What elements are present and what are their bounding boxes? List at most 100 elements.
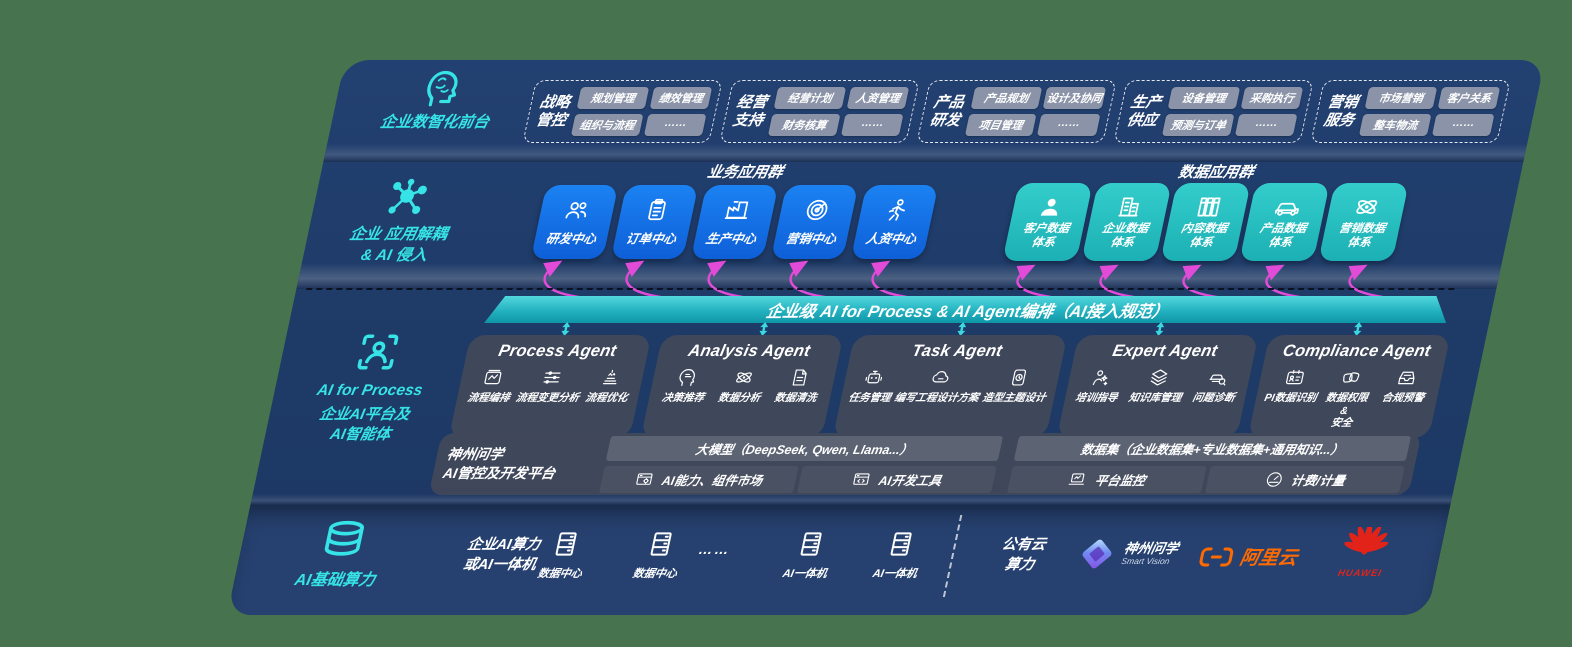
- platform-half-models: 大模型（DeepSeek, Qwen, Llama...）: [605, 435, 1004, 461]
- module-pill: ……: [1235, 114, 1298, 136]
- group-pills: 设备管理 采购执行 预测与订单 ……: [1161, 87, 1304, 136]
- group-title: 产品 研发: [928, 94, 965, 129]
- group-title: 经营 支持: [731, 94, 768, 129]
- app-box-label: 研发中心: [544, 232, 598, 246]
- module-pill: 预测与订单: [1161, 114, 1235, 136]
- group-title-line1: 生产: [1129, 94, 1163, 112]
- infra-label-block: AI基础算力: [260, 519, 420, 590]
- id-card-icon: [1285, 369, 1304, 385]
- front-office-label-block: 企业数智化前台: [358, 66, 522, 132]
- cell-monitoring: 平台监控: [1007, 465, 1207, 493]
- data-box-label-line1: 企业数据: [1100, 223, 1150, 236]
- double-arrow-icon: [1353, 322, 1363, 336]
- data-box-label-line1: 客户数据: [1021, 223, 1071, 236]
- app-box-label: 营销中心: [784, 232, 838, 246]
- module-pill: 设计及协同: [1042, 87, 1107, 109]
- aliyun-wordmark: 阿里云: [1237, 548, 1300, 569]
- data-box-label-line2: 体系: [1030, 236, 1056, 249]
- smart-vision-logo-icon: [1082, 539, 1112, 569]
- group-title-line2: 支持: [731, 111, 766, 129]
- agent-capability-label: 知识库管理: [1127, 392, 1183, 404]
- cloud-divider-dashed: [942, 515, 963, 597]
- module-pill: 市场营销: [1364, 87, 1438, 109]
- app-box-label: 订单中心: [624, 232, 678, 246]
- data-box-label-line2: 体系: [1346, 236, 1372, 249]
- public-cloud-line1: 公有云: [1000, 537, 1048, 553]
- agent-items: 流程编排 流程变更分析 流程优化: [464, 367, 637, 405]
- group-pills: 经营计划 人资管理 财务核算 ……: [767, 87, 910, 136]
- agent-capability: 知识库管理: [1123, 367, 1193, 405]
- brain-head-icon: [427, 70, 458, 107]
- module-pill: 组织与流程: [570, 114, 644, 136]
- server-icon: [555, 532, 577, 556]
- module-pill: 产品规划: [970, 87, 1043, 109]
- agent-capability: 编写工程设计方案: [893, 367, 985, 405]
- app-box-hr-center: 人资中心: [850, 185, 939, 259]
- module-pill: 人资管理: [846, 87, 910, 109]
- agent-card-task: Task Agent 任务管理 编写工程设计方案 造型主题设计: [832, 335, 1068, 438]
- group-title-line1: 战略: [538, 94, 572, 112]
- document-icon: [792, 369, 807, 386]
- agent-capability: 数据分析: [712, 367, 772, 405]
- cell-label: 计费/计量: [1289, 473, 1347, 488]
- dev-tools-icon: [853, 472, 870, 485]
- agent-capability: 数据权限 & 安全: [1314, 367, 1380, 430]
- database-icon: [324, 520, 364, 556]
- orchestration-bar: 企业级 AI for Process & AI Agent编排（AI接入规范）: [484, 296, 1452, 323]
- group-product-rd: 产品 研发 产品规划 设计及协同 项目管理 ……: [916, 80, 1117, 143]
- ai-for-process-label: AI for Process: [315, 382, 425, 399]
- agent-capability-label: PI数据识别: [1263, 392, 1318, 404]
- module-pill: 规划管理: [576, 87, 650, 109]
- ellipsis-nodes: ……: [697, 541, 733, 557]
- data-box-label-line2: 体系: [1109, 236, 1135, 249]
- node-datacenter-2: 数据中心: [621, 529, 696, 581]
- agent-capability: 问题诊断: [1189, 367, 1244, 405]
- team-icon: [565, 202, 587, 219]
- agent-capability-label: 培训指导: [1074, 392, 1119, 404]
- front-office-layer: 企业数智化前台 战略 管控 规划管理 绩效管理 组织与流程 …… 经营 支持: [324, 60, 1545, 160]
- person-icon: [1040, 199, 1058, 216]
- model-bar: 大模型（DeepSeek, Qwen, Llama...）: [605, 435, 1004, 461]
- app-box-order-center: 订单中心: [610, 185, 699, 259]
- inbox-icon: [1398, 371, 1415, 385]
- module-pill: 采购执行: [1240, 87, 1304, 109]
- agent-title: Expert Agent: [1110, 342, 1220, 360]
- agent-title: Compliance Agent: [1281, 342, 1433, 360]
- monitor-icon: [1069, 472, 1085, 485]
- vendor-huawei: HUAWEI: [1327, 527, 1402, 579]
- group-title: 生产 供应: [1125, 94, 1162, 129]
- module-pill: 绩效管理: [649, 87, 713, 109]
- link-icon: [1343, 372, 1360, 383]
- gauge-icon: [1266, 471, 1282, 487]
- agent-capability-label: 流程变更分析: [514, 392, 581, 404]
- server-icon: [650, 532, 672, 556]
- tablet-icon: [1011, 369, 1026, 386]
- decision-icon: [679, 369, 696, 386]
- robot-icon: [865, 370, 883, 384]
- module-pill: ……: [841, 114, 904, 136]
- agent-capability: 数据清洗: [768, 367, 828, 405]
- group-marketing-service: 营销 服务 市场营销 客户关系 整车物流 ……: [1310, 80, 1511, 143]
- business-apps-label: 业务应用群: [705, 164, 785, 181]
- business-app-boxes: 研发中心 订单中心 生产中心 营销中心: [530, 185, 939, 259]
- agent-capability-label: 流程优化: [584, 392, 629, 404]
- agent-capability-label: 问题诊断: [1191, 392, 1236, 404]
- infra-title: AI基础算力: [293, 572, 377, 589]
- group-strategy: 战略 管控 规划管理 绩效管理 组织与流程 ……: [522, 80, 723, 143]
- module-pill: 项目管理: [964, 114, 1037, 136]
- cell-label: 平台监控: [1093, 473, 1147, 488]
- workflow-icon: [484, 369, 502, 385]
- agent-capability: 决策推荐: [656, 367, 716, 405]
- sliders-icon: [543, 371, 561, 384]
- vendor-aliyun: 阿里云: [1197, 543, 1301, 570]
- separator-dashed-line: [306, 288, 1455, 290]
- server-icon: [890, 532, 912, 556]
- data-box-label-line2: 体系: [1267, 236, 1293, 249]
- cell-label: AI能力、组件市场: [660, 473, 764, 488]
- person-viewfinder-icon: [357, 334, 399, 370]
- agent-cards: Process Agent 流程编排 流程变更分析 流程优化: [448, 335, 1451, 438]
- module-pill: ……: [1036, 114, 1101, 136]
- group-title: 战略 管控: [534, 94, 571, 129]
- data-box-enterprise: 企业数据 体系: [1081, 183, 1172, 261]
- ai-platform-label-block: AI for Process 企业AI平台及 AI智能体: [268, 331, 472, 446]
